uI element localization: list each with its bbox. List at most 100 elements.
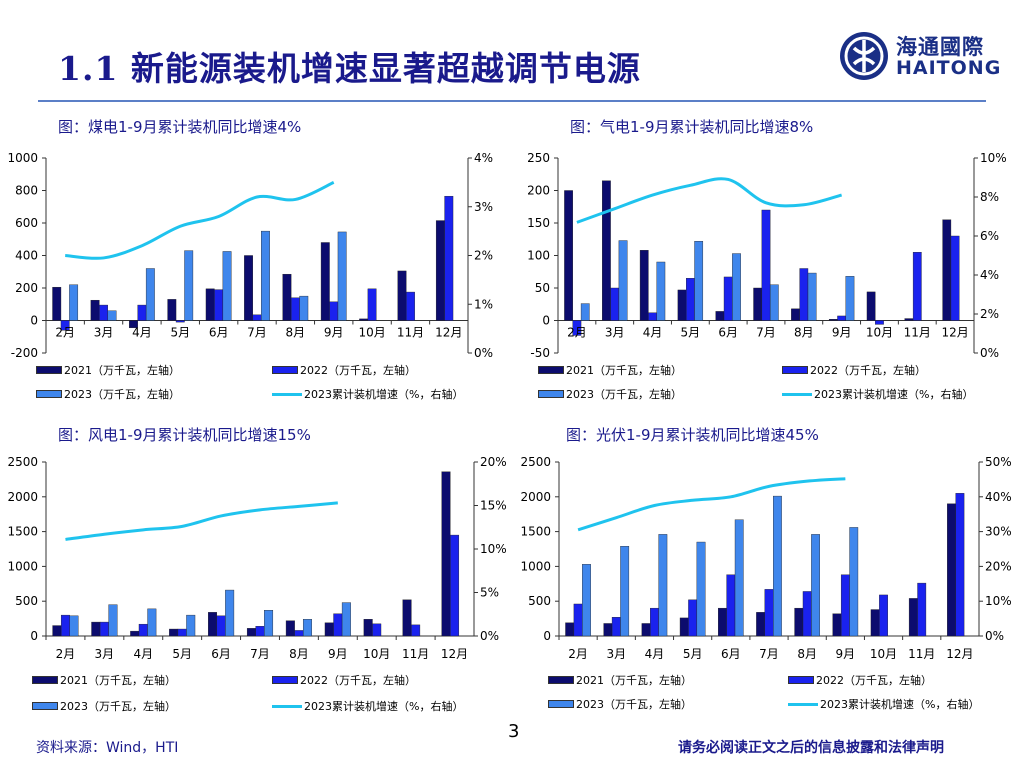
legend-label-growth: 2023累计装机增速（%，右轴） [304,388,464,401]
bar-2021-4月 [639,250,649,321]
bar-2021-3月 [91,621,101,637]
x-tick-label: 6月 [209,326,229,340]
bar-2021-5月 [679,617,689,637]
chart-title-solar: 图：光伏1-9月累计装机同比增速45% [566,426,819,444]
legend-wind: 2021（万千瓦，左轴） 2022（万千瓦，左轴） 2023（万千瓦，左轴） 2… [32,672,507,718]
bar-2022-3月 [611,617,621,637]
y-tick-label: -50 [530,346,550,360]
bar-2021-11月 [904,318,914,321]
bar-2021-12月 [435,220,445,321]
bar-2022-2月 [572,320,582,336]
y2-tick-label: 2% [474,249,493,263]
bar-2022-4月 [137,304,147,321]
bar-2021-6月 [715,311,725,321]
x-tick-label: 11月 [397,326,424,340]
legend-swatch-2022 [788,676,814,684]
growth-line-2023 [65,501,338,541]
chart-coal: -200 0 200 400 600 800 1000 0% 1% 2% 3% 4% 2月 3月 4月 5月 6… [0,150,512,365]
legend-label-growth: 2023累计装机增速（%，右轴） [814,388,974,401]
y-tick-label: 600 [15,216,38,230]
legend-swatch-2022 [272,676,298,684]
y2-tick-label: 0% [980,346,999,360]
y-tick-label: 1000 [520,559,551,573]
y-tick-label: 1500 [7,525,38,539]
bar-2023-4月 [145,268,155,321]
bar-2023-4月 [658,534,668,637]
legend-item-2022: 2022（万千瓦，左轴） [788,672,932,688]
bar-2021-8月 [791,308,800,321]
bar-2021-7月 [246,628,256,637]
bar-2021-6月 [205,288,215,321]
bar-2023-2月 [69,284,79,321]
bar-2023-5月 [184,250,194,321]
legend-swatch-2022 [782,366,808,374]
x-tick-label: 11月 [904,326,931,340]
bar-2021-2月 [565,622,575,637]
bar-2022-7月 [252,314,262,321]
legend-swatch-growth [272,392,302,396]
x-tick-label: 7月 [250,647,270,661]
legend-label-2021: 2021（万千瓦，左轴） [566,364,682,377]
x-tick-label: 4月 [133,647,153,661]
y2-tick-label: 30% [985,525,1012,539]
legend-swatch-2023 [548,700,574,708]
bar-2023-9月 [845,276,855,321]
x-tick-label: 6月 [718,326,738,340]
bar-2022-3月 [99,621,109,637]
x-tick-label: 8月 [289,647,309,661]
legend-item-2023: 2023（万千瓦，左轴） [32,698,176,714]
bar-2023-6月 [734,519,744,637]
x-tick-label: 7月 [756,326,776,340]
bar-2021-11月 [397,270,407,321]
legend-swatch-growth [272,704,302,708]
x-tick-label: 8月 [794,326,814,340]
logo-emblem-icon [840,32,888,80]
y-tick-label: 250 [527,151,550,165]
y2-tick-label: 10% [480,542,507,556]
y2-tick-label: 4% [980,268,999,282]
legend-label-2023: 2023（万千瓦，左轴） [60,700,176,713]
bar-2023-9月 [849,527,859,637]
x-tick-label: 12月 [441,647,468,661]
bar-2023-3月 [108,604,118,637]
legend-label-2022: 2022（万千瓦，左轴） [300,364,416,377]
legend-swatch-2021 [548,676,574,684]
legend-label-2022: 2022（万千瓦，左轴） [816,674,932,687]
bar-2023-7月 [264,610,274,637]
y2-tick-label: 10% [985,594,1012,608]
bar-2021-9月 [324,622,334,637]
legal-disclaimer-link[interactable]: 请务必阅读正文之后的信息披露和法律声明 [678,740,944,756]
x-tick-label: 12月 [435,326,462,340]
y-tick-label: 2500 [7,455,38,469]
y2-tick-label: 3% [474,200,493,214]
y-tick-label: 2000 [520,490,551,504]
legend-item-2021: 2021（万千瓦，左轴） [548,672,692,688]
x-tick-label: 10月 [363,647,390,661]
bar-2021-9月 [828,318,838,321]
legend-label-2022: 2022（万千瓦，左轴） [300,674,416,687]
y2-tick-label: 8% [980,190,999,204]
bar-2022-5月 [686,278,695,321]
x-tick-label: 3月 [94,326,114,340]
bar-2022-5月 [688,599,698,637]
legend-label-growth: 2023累计装机增速（%，右轴） [820,698,980,711]
x-tick-label: 5月 [170,326,190,340]
legend-solar: 2021（万千瓦，左轴） 2022（万千瓦，左轴） 2023（万千瓦，左轴） 2… [548,672,1018,718]
chart-solar: 0 500 1000 1500 2000 2500 0% 10% 20% 30% 40% 50% 2月 3… [512,455,1024,667]
legend-coal: 2021（万千瓦，左轴） 2022（万千瓦，左轴） 2023（万千瓦，左轴） 2… [36,362,506,408]
bar-2021-4月 [130,630,140,637]
bar-2021-5月 [677,289,687,321]
y2-tick-label: 0% [474,346,493,360]
legend-swatch-growth [788,702,818,706]
bar-2023-3月 [107,310,117,321]
bar-2023-6月 [732,253,741,321]
legend-label-2021: 2021（万千瓦，左轴） [60,674,176,687]
bar-2023-2月 [582,564,591,637]
bar-2022-9月 [840,574,850,637]
y-tick-label: 0 [543,629,551,643]
x-tick-label: 2月 [55,326,75,340]
bar-2021-7月 [756,612,765,637]
bar-2022-8月 [294,630,304,637]
y2-tick-label: 0% [985,629,1004,643]
y-tick-label: 800 [15,184,38,198]
